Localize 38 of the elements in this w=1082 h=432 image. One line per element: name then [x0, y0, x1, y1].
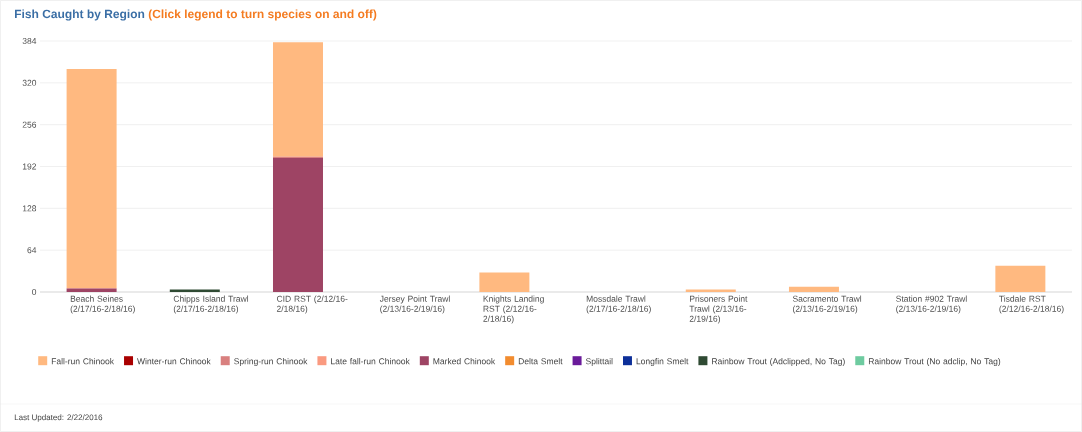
bar: [995, 265, 1046, 292]
y-tick-label: 320: [22, 79, 37, 86]
bar: [479, 272, 530, 292]
legend-label: Winter-run Chinook: [137, 358, 211, 365]
bar: [685, 289, 736, 292]
x-tick-label: Tisdale RST (2/12/16-2/18/16): [999, 295, 1064, 314]
x-tick-label: Station #902 Trawl (2/13/16-2/19/16): [896, 295, 967, 314]
legend-label: Longfin Smelt: [636, 358, 689, 366]
text: Last Updated: 2/22/2016: [14, 414, 103, 422]
x-tick-label: Knights Landing RST (2/12/16-2/18/16): [483, 295, 544, 324]
legend-label: Splittail: [585, 358, 613, 366]
bar: [169, 289, 220, 292]
y-tick-label: 256: [22, 121, 37, 128]
x-tick-label: Beach Seines (2/17/16-2/18/16): [70, 295, 135, 314]
legend-label: Fall-run Chinook: [51, 358, 115, 365]
legend-label: Late fall-run Chinook: [331, 358, 410, 365]
y-tick-label: 128: [22, 205, 37, 212]
y-tick-label: 64: [27, 247, 37, 254]
chart-subtitle: (Click legend to turn species on and off): [148, 9, 377, 21]
chart-title: Fish Caught by Region: [15, 9, 145, 21]
x-tick-label: Jersey Point Trawl (2/13/16-2/19/16): [379, 295, 450, 314]
x-tick-label: CID RST (2/12/16-2/18/16): [276, 295, 348, 314]
x-tick-label: Prisoners Point Trawl (2/13/16-2/19/16): [689, 295, 748, 324]
bar: [66, 69, 117, 289]
bar: [788, 286, 839, 292]
legend-label: Rainbow Trout (No adclip, No Tag): [868, 358, 1001, 366]
bar: [272, 158, 323, 292]
legend-label: Marked Chinook: [433, 358, 496, 365]
legend-label: Delta Smelt: [518, 358, 563, 365]
x-tick-label: Sacramento Trawl (2/13/16-2/19/16): [792, 295, 862, 314]
bar: [272, 42, 323, 157]
x-tick-label: Chipps Island Trawl (2/17/16-2/18/16): [173, 295, 249, 314]
y-tick-label: 0: [32, 289, 37, 296]
x-tick-label: Mossdale Trawl (2/17/16-2/18/16): [586, 295, 651, 314]
legend-label: Rainbow Trout (Adclipped, No Tag): [712, 358, 845, 366]
y-tick-label: 384: [22, 38, 37, 45]
legend-label: Spring-run Chinook: [234, 358, 308, 366]
y-tick-label: 192: [22, 163, 37, 170]
